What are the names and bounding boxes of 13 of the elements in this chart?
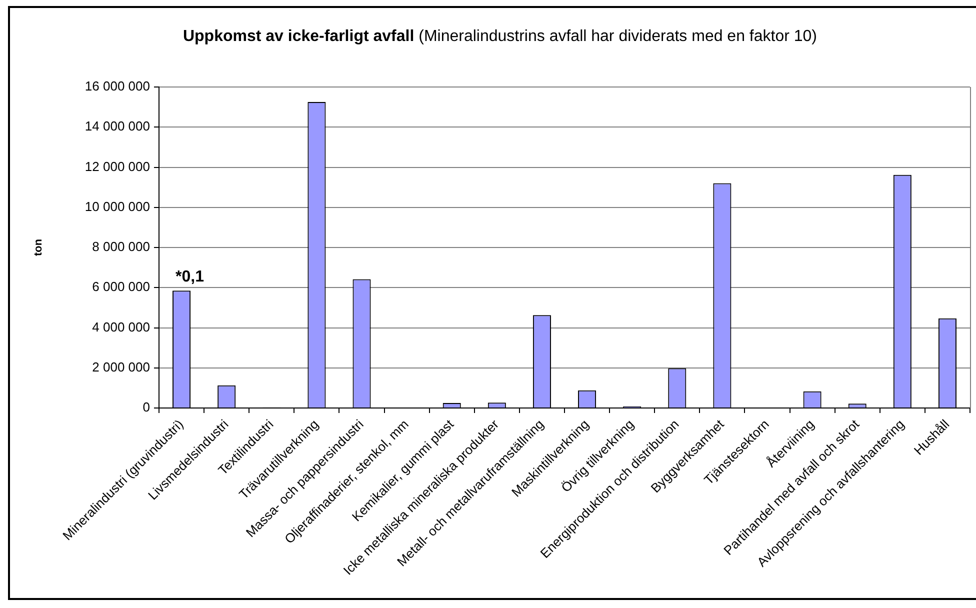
y-tick-label: 6 000 000 [92,279,150,294]
y-tick-label: 12 000 000 [84,158,150,174]
annotation: *0,1 [176,268,204,286]
y-tick-label: 4 000 000 [92,319,150,334]
chart-subtitle: (Mineralindustrins avfall har dividerats med en faktor 10) [418,28,818,45]
y-tick-label: 14 000 000 [84,118,150,134]
y-tick-label: 8 000 000 [92,239,150,254]
y-tick-label: 2 000 000 [92,359,150,374]
y-axis-title: ton [32,238,45,256]
y-tick-label: 16 000 000 [84,78,150,94]
chart-title: Uppkomst av icke-farligt avfall [182,28,414,45]
y-tick-label: 10 000 000 [84,198,150,214]
y-tick-label: 0 [142,400,150,415]
